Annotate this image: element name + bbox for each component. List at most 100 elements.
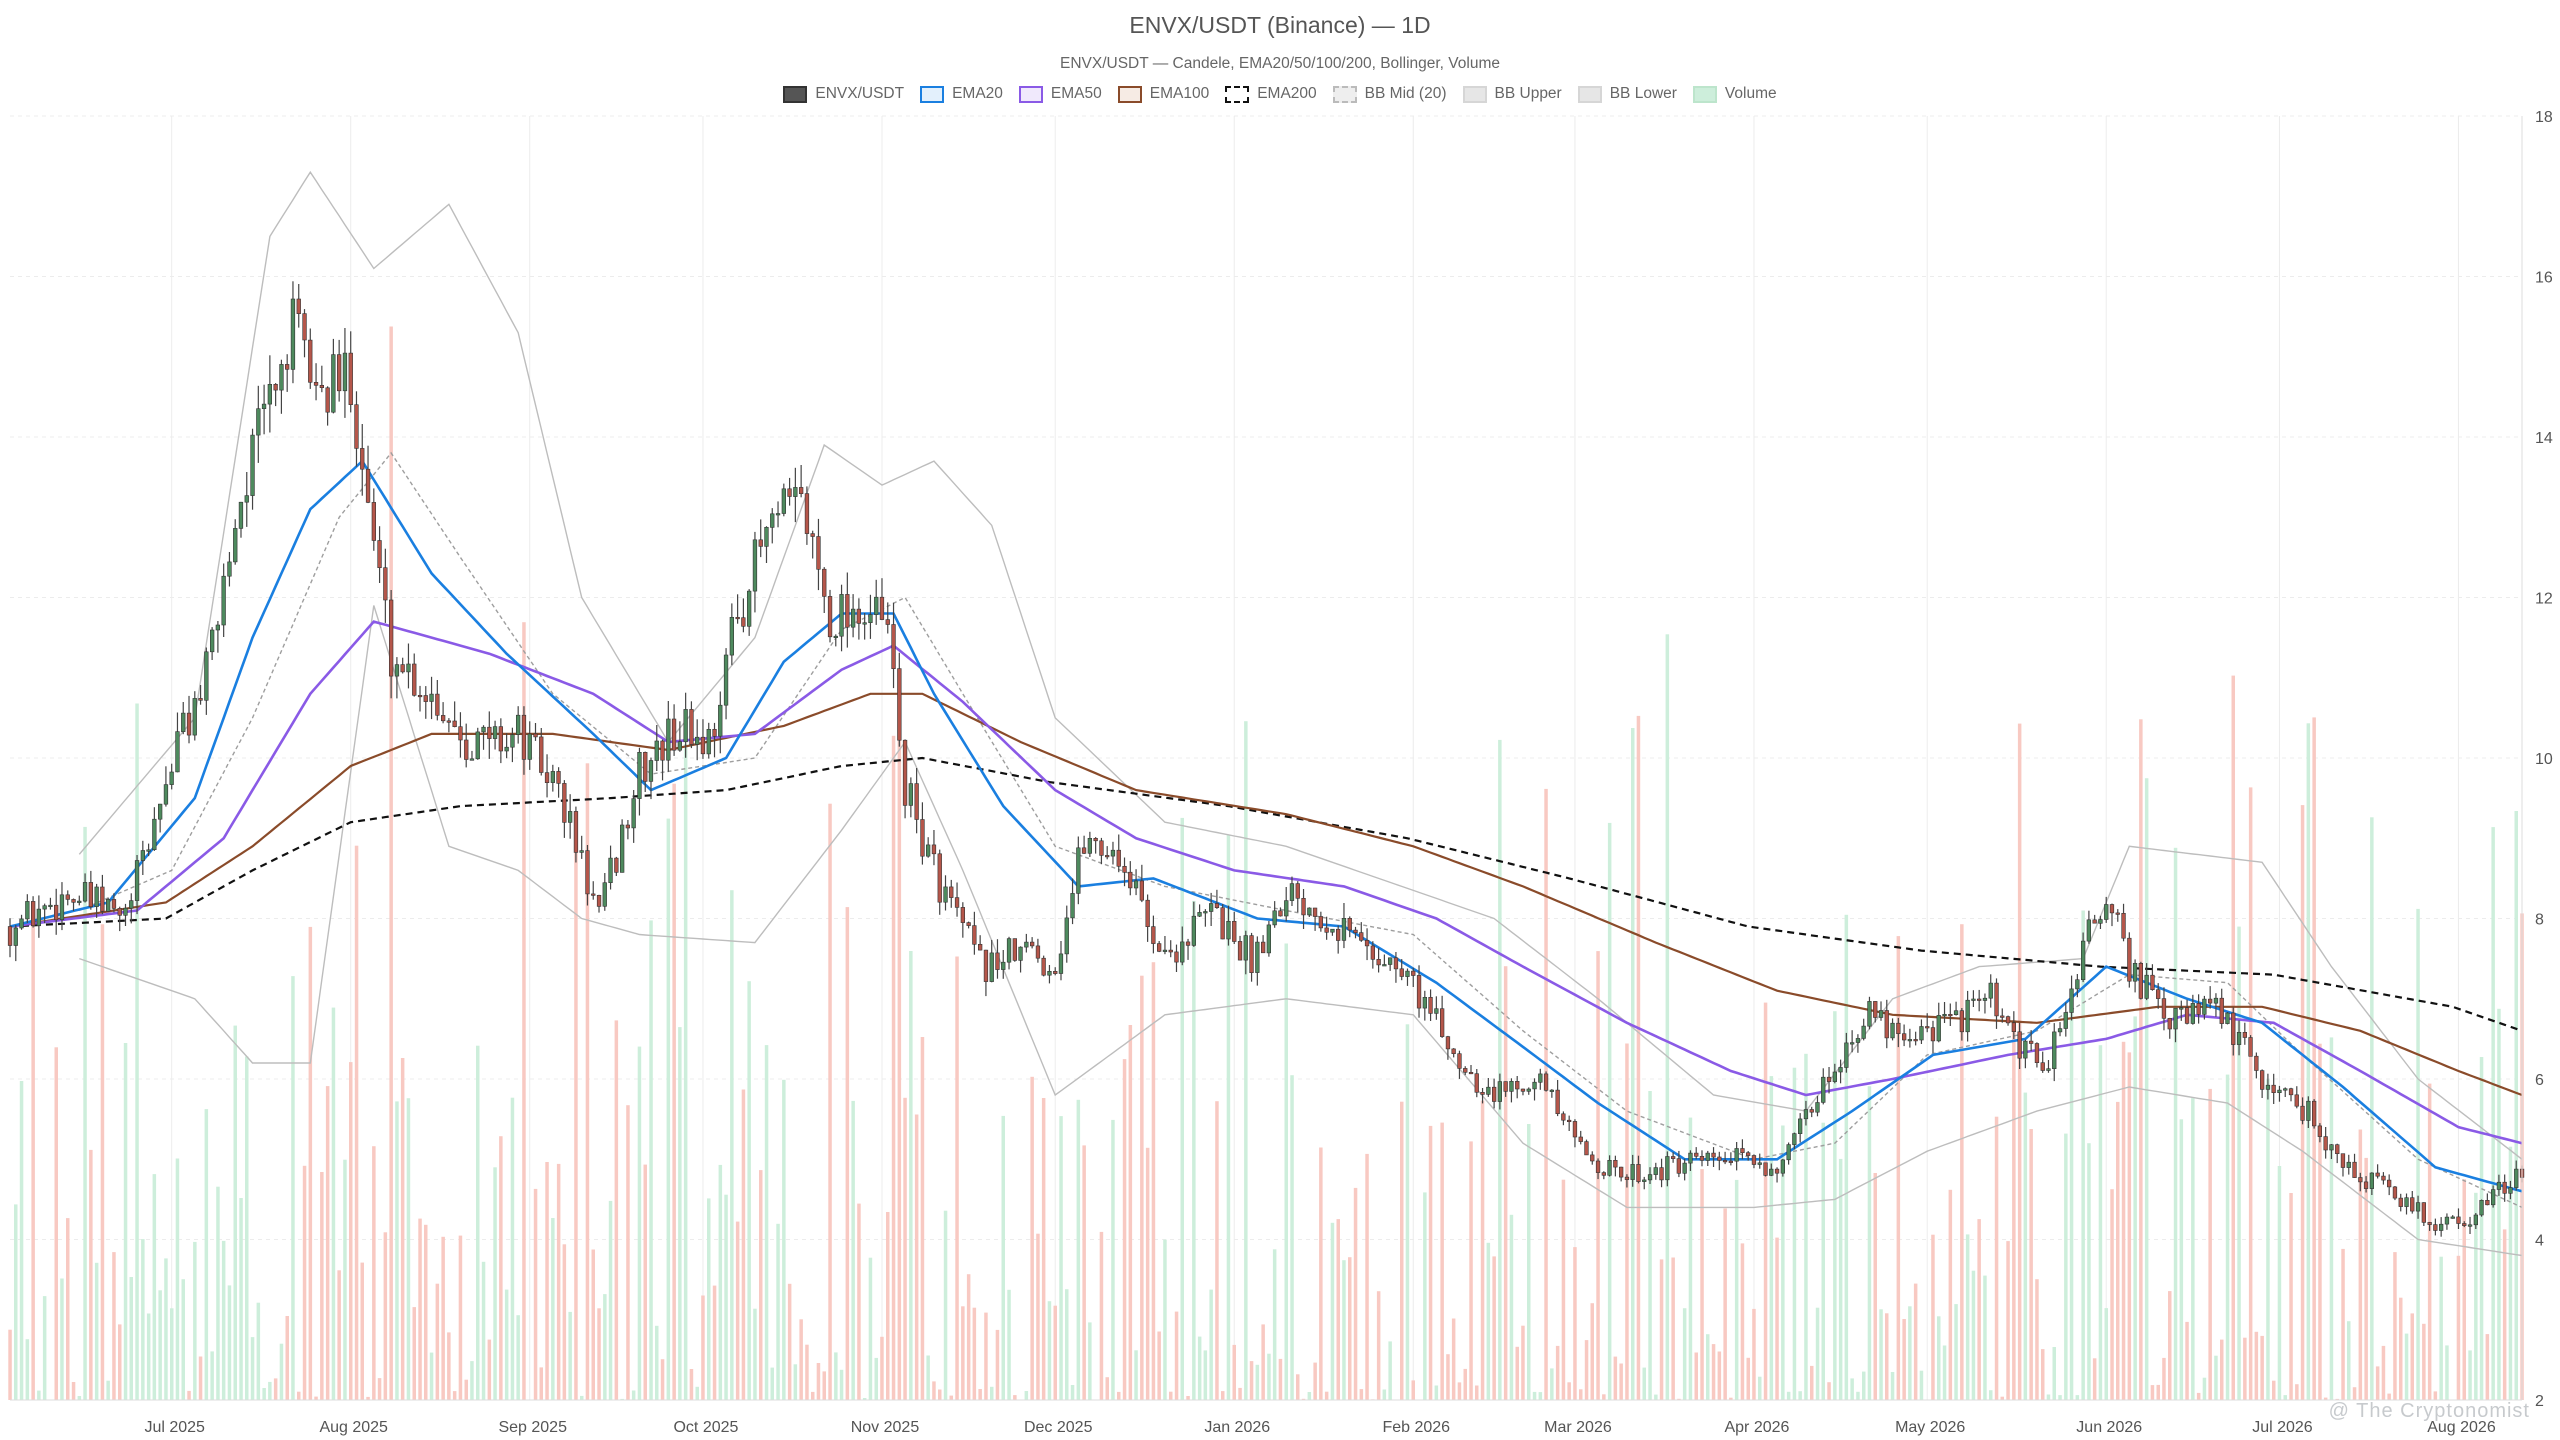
volume-bar bbox=[1261, 1324, 1265, 1400]
candle bbox=[1018, 946, 1023, 973]
candle bbox=[1722, 1151, 1728, 1165]
candle bbox=[25, 894, 30, 923]
candle-body bbox=[995, 952, 1000, 970]
candle-body bbox=[2121, 912, 2126, 939]
candle bbox=[533, 723, 538, 741]
candle bbox=[1486, 1078, 1491, 1097]
candle-body bbox=[1826, 1076, 1832, 1082]
volume-bar bbox=[1388, 1341, 1392, 1400]
volume-bar bbox=[799, 1319, 803, 1400]
candle bbox=[833, 634, 838, 647]
candle bbox=[1174, 944, 1179, 972]
candle-body bbox=[273, 383, 278, 391]
candle bbox=[2439, 1217, 2444, 1237]
volume-bar bbox=[914, 1114, 919, 1400]
candle bbox=[1336, 925, 1341, 954]
candle bbox=[134, 855, 140, 915]
candle bbox=[1936, 1002, 1941, 1043]
legend-item-ema20[interactable]: EMA20 bbox=[920, 85, 1003, 103]
volume-bar bbox=[782, 1079, 786, 1400]
candle-body bbox=[2450, 1216, 2455, 1219]
candle bbox=[1838, 1059, 1843, 1084]
volume-bar bbox=[1030, 1076, 1034, 1400]
y-tick-label: 16 bbox=[2535, 270, 2553, 287]
candle-body bbox=[2358, 1177, 2363, 1183]
candle bbox=[1376, 947, 1381, 973]
candle-body bbox=[1717, 1156, 1722, 1161]
volume-bar bbox=[2468, 1350, 2472, 1400]
volume-bar bbox=[1047, 1301, 1052, 1400]
volume-bar bbox=[118, 1324, 122, 1400]
legend-item-candles[interactable]: ENVX/USDT bbox=[783, 85, 904, 103]
candle bbox=[267, 355, 273, 433]
candle bbox=[2167, 1017, 2172, 1039]
volume-bar bbox=[291, 976, 295, 1400]
candle bbox=[94, 883, 99, 918]
candle-body bbox=[48, 904, 53, 908]
volume-bar bbox=[1688, 1117, 1693, 1400]
candle bbox=[1815, 1095, 1820, 1117]
volume-bar bbox=[2295, 1384, 2299, 1400]
candle bbox=[1237, 935, 1243, 961]
candle-body bbox=[498, 726, 504, 752]
volume-bar bbox=[683, 743, 688, 1400]
candle-body bbox=[1838, 1067, 1843, 1073]
bb-upper-line bbox=[78, 170, 2523, 1160]
candle-body bbox=[1434, 1008, 1439, 1014]
volume-bar bbox=[1440, 1122, 1444, 1400]
candle bbox=[1301, 889, 1306, 929]
legend-item-bblow[interactable]: BB Lower bbox=[1577, 85, 1677, 103]
candle-body bbox=[383, 567, 388, 601]
volume-bar bbox=[522, 622, 526, 1400]
legend-item-ema50[interactable]: EMA50 bbox=[1018, 85, 1102, 103]
candle bbox=[758, 519, 763, 558]
candle-body bbox=[2496, 1181, 2502, 1190]
candle bbox=[1411, 967, 1416, 987]
candle-body bbox=[2312, 1100, 2317, 1127]
candle bbox=[19, 914, 24, 930]
volume-bar bbox=[452, 1391, 457, 1400]
candle bbox=[106, 897, 111, 912]
volume-bar bbox=[903, 1097, 907, 1400]
candle bbox=[2306, 1096, 2311, 1128]
candle-body bbox=[186, 712, 192, 736]
candle-body bbox=[1861, 1025, 1866, 1039]
volume-bar bbox=[1382, 1389, 1387, 1400]
y-tick-label: 2 bbox=[2535, 1393, 2544, 1410]
candle bbox=[2317, 1123, 2323, 1143]
candle bbox=[146, 843, 151, 857]
chart-title: ENVX/USDT (Binance) — 1D bbox=[1129, 12, 1431, 38]
candle bbox=[250, 428, 255, 510]
candle bbox=[429, 676, 434, 720]
legend-item-ema200[interactable]: EMA200 bbox=[1225, 85, 1317, 103]
legend-item-bbmid[interactable]: BB Mid (20) bbox=[1332, 85, 1447, 103]
candle-body bbox=[111, 899, 117, 909]
candle-body bbox=[914, 783, 919, 820]
candle bbox=[966, 921, 971, 929]
candle bbox=[82, 873, 88, 903]
legend-item-volume[interactable]: Volume bbox=[1692, 85, 1777, 103]
volume-bar bbox=[418, 1218, 422, 1400]
candle bbox=[1434, 996, 1439, 1020]
volume-bar bbox=[481, 1261, 486, 1400]
candle bbox=[1832, 1063, 1838, 1084]
legend-item-bbup[interactable]: BB Upper bbox=[1462, 85, 1562, 103]
volume-bar bbox=[2306, 723, 2311, 1400]
volume-bar bbox=[1942, 1345, 1947, 1400]
candle bbox=[2104, 896, 2109, 923]
volume-bar bbox=[1555, 1345, 1560, 1400]
volume-bar bbox=[591, 1249, 595, 1400]
candle bbox=[2363, 1176, 2369, 1193]
volume-bar bbox=[1082, 1145, 1086, 1400]
candle-body bbox=[308, 339, 313, 383]
candle bbox=[2323, 1127, 2328, 1159]
candle-body bbox=[1567, 1119, 1572, 1122]
volume-bar bbox=[273, 1378, 278, 1400]
volume-bar bbox=[741, 1089, 746, 1400]
candle-body bbox=[2104, 904, 2109, 920]
candle-body bbox=[885, 619, 890, 625]
volume-bar bbox=[695, 1386, 699, 1400]
candle-body bbox=[897, 668, 902, 741]
legend-item-ema100[interactable]: EMA100 bbox=[1117, 85, 1209, 103]
candle-body bbox=[1538, 1073, 1543, 1083]
